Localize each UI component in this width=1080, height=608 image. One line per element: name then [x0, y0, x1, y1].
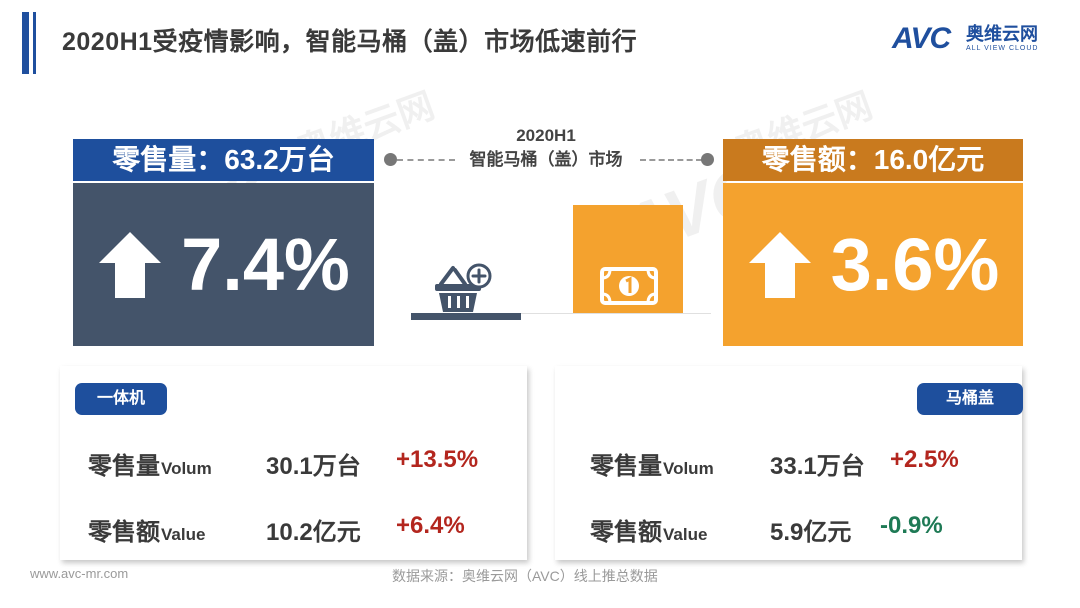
retail-volume-growth: 7.4% [181, 223, 350, 306]
card-all-in-one: 一体机 零售量Volum 30.1万台 +13.5% 零售额Value 10.2… [60, 366, 527, 560]
row-label-value: 零售额Value [590, 519, 708, 546]
row-value-volume: 33.1万台 [770, 453, 865, 480]
connector-line-left [397, 159, 455, 161]
connector-line-right [640, 159, 702, 161]
row-value-value: 5.9亿元 [770, 519, 852, 546]
card-toilet-seat: 马桶盖 零售量Volum 33.1万台 +2.5% 零售额Value 5.9亿元… [555, 366, 1023, 560]
row-value-value: 10.2亿元 [266, 519, 361, 546]
connector-dot-left [384, 153, 397, 166]
title-accent-bar-thin [33, 12, 36, 74]
shopping-basket-plus-icon [435, 263, 492, 312]
footer-data-source: 数据来源：奥维云网（AVC）线上推总数据 [392, 568, 658, 584]
row-change-volume: +13.5% [396, 446, 479, 473]
logo-cn-text: 奥维云网 [966, 24, 1038, 44]
logo-avc-text: AVC [892, 22, 951, 55]
row-label-volume: 零售量Volum [88, 453, 212, 480]
period-label: 2020H1 [516, 126, 576, 145]
market-label: 智能马桶（盖）市场 [469, 150, 623, 169]
logo-en-text: ALL VIEW CLOUD [966, 45, 1039, 52]
title-accent-bar [22, 12, 29, 74]
footer-website: www.avc-mr.com [30, 566, 129, 581]
row-change-value: -0.9% [880, 512, 943, 539]
tag-all-in-one: 一体机 [75, 383, 167, 415]
retail-volume-header: 零售量：63.2万台 [73, 139, 374, 181]
connector-dot-right [701, 153, 714, 166]
value-bar [573, 205, 683, 313]
row-change-volume: +2.5% [890, 446, 959, 473]
row-label-volume: 零售量Volum [590, 453, 714, 480]
arrow-up-icon [748, 231, 811, 298]
row-change-value: +6.4% [396, 512, 465, 539]
center-market-label: 2020H1 智能马桶（盖）市场 [430, 124, 662, 172]
banknote-icon [600, 267, 658, 305]
retail-volume-growth-panel: 7.4% [73, 183, 374, 346]
center-baseline [521, 313, 711, 314]
page-title: 2020H1受疫情影响，智能马桶（盖）市场低速前行 [62, 28, 638, 56]
retail-value-header: 零售额：16.0亿元 [723, 139, 1023, 181]
volume-bar [411, 313, 521, 320]
row-value-volume: 30.1万台 [266, 453, 361, 480]
avc-logo: AVC 奥维云网 ALL VIEW CLOUD [892, 24, 1062, 60]
retail-value-growth: 3.6% [830, 223, 1000, 306]
tag-toilet-seat: 马桶盖 [917, 383, 1023, 415]
retail-value-growth-panel: 3.6% [723, 183, 1023, 346]
row-label-value: 零售额Value [88, 519, 206, 546]
arrow-up-icon [99, 231, 162, 298]
